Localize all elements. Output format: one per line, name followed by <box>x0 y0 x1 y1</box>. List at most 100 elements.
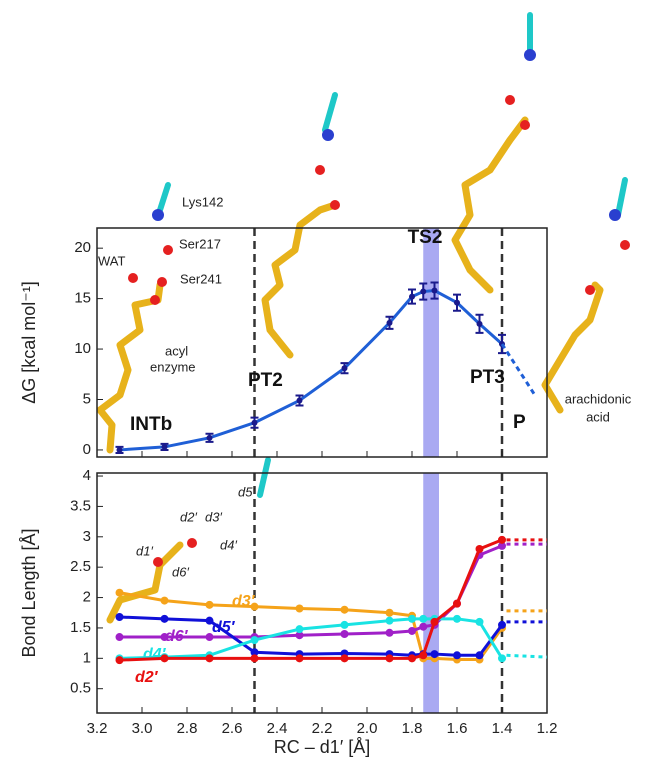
y-tick-label: 0.5 <box>70 680 91 697</box>
y-axis-label: Bond Length [Å] <box>19 528 39 657</box>
dotted-extension <box>506 653 548 659</box>
y-axis-label: ΔG [kcal mol⁻¹] <box>19 281 39 404</box>
series-label: d2′ <box>135 669 159 686</box>
data-point <box>160 633 169 642</box>
data-point <box>341 365 348 372</box>
y-tick-label: 0 <box>83 441 91 458</box>
annotation: PT3 <box>470 367 505 388</box>
data-point <box>475 617 484 626</box>
y-tick-label: 1.5 <box>70 619 91 636</box>
x-tick-label: 2.2 <box>312 720 333 737</box>
data-point <box>296 397 303 404</box>
annotation: PT2 <box>248 370 283 391</box>
data-point <box>419 622 428 631</box>
data-point <box>498 541 506 550</box>
annotation: WAT <box>98 253 125 268</box>
data-point <box>340 605 349 614</box>
data-point <box>385 654 394 663</box>
series-line <box>119 544 503 639</box>
data-point <box>250 636 259 645</box>
annotation: P <box>513 412 526 433</box>
series-label: d6′ <box>165 628 189 645</box>
x-tick-label: 2.6 <box>222 720 243 737</box>
y-tick-label: 10 <box>74 340 91 357</box>
data-point <box>160 654 169 663</box>
annotation: arachidonic <box>565 391 632 406</box>
data-point <box>205 616 214 625</box>
data-point <box>340 630 349 639</box>
x-tick-label: 2.8 <box>177 720 198 737</box>
data-point <box>419 651 428 660</box>
y-tick-label: 15 <box>74 290 91 307</box>
atoms <box>128 49 630 567</box>
data-point <box>498 654 506 663</box>
highlight-band <box>423 228 439 457</box>
annotation: d3′ <box>205 509 222 524</box>
y-tick-label: 4 <box>83 467 91 484</box>
annotation: TS2 <box>408 227 443 248</box>
data-point <box>475 651 484 660</box>
data-point <box>160 596 169 605</box>
data-point <box>115 656 124 665</box>
plot-frame <box>96 472 548 714</box>
data-point <box>295 625 304 634</box>
annotation: Ser241 <box>180 271 222 286</box>
annotation: d1′ <box>136 543 153 558</box>
data-point <box>386 319 393 326</box>
data-point <box>453 614 461 623</box>
data-point <box>385 628 394 637</box>
data-point <box>498 535 506 544</box>
molecule-decor <box>96 12 628 624</box>
x-tick-label: 1.6 <box>447 720 468 737</box>
annotation: d6′ <box>172 564 189 579</box>
annotation: d5′ <box>238 484 255 499</box>
data-point <box>205 654 214 663</box>
annotation: Ser217 <box>179 236 221 251</box>
data-point <box>115 588 124 597</box>
y-tick-label: 20 <box>74 239 91 256</box>
y-tick-label: 3.5 <box>70 497 91 514</box>
y-tick-label: 1 <box>83 649 91 666</box>
annotation: Lys142 <box>182 194 223 209</box>
data-point <box>160 614 169 623</box>
data-point <box>295 604 304 613</box>
highlight-band <box>423 473 439 713</box>
data-point <box>115 633 124 642</box>
data-point <box>161 443 168 450</box>
x-tick-label: 1.8 <box>402 720 423 737</box>
x-tick-label: 1.4 <box>492 720 513 737</box>
data-point <box>454 299 460 306</box>
data-point <box>475 544 484 553</box>
y-tick-label: 2.5 <box>70 558 91 575</box>
data-point <box>205 600 214 609</box>
x-tick-label: 3.2 <box>87 720 108 737</box>
data-point <box>250 654 259 663</box>
annotation: acyl <box>165 343 188 358</box>
data-point <box>453 599 461 608</box>
data-point <box>340 620 349 629</box>
y-tick-label: 2 <box>83 589 91 606</box>
data-point <box>498 620 506 629</box>
data-point <box>408 654 416 663</box>
data-point <box>420 288 427 295</box>
data-point <box>431 287 438 294</box>
annotation: INTb <box>130 414 172 435</box>
data-point <box>419 614 428 623</box>
data-point <box>340 654 349 663</box>
data-point <box>116 446 123 453</box>
data-point <box>385 616 394 625</box>
data-point <box>430 617 439 626</box>
series-line <box>119 591 504 662</box>
annotation: acid <box>586 409 610 424</box>
data-point <box>385 608 394 617</box>
data-point <box>408 626 416 635</box>
data-point <box>476 320 483 327</box>
data-point <box>251 419 258 426</box>
x-tick-label: 1.2 <box>537 720 558 737</box>
data-point <box>295 654 304 663</box>
x-axis-label: RC – d1′ [Å] <box>274 737 370 757</box>
data-point <box>115 613 124 621</box>
data-point <box>250 602 259 611</box>
x-tick-label: 2.0 <box>357 720 378 737</box>
